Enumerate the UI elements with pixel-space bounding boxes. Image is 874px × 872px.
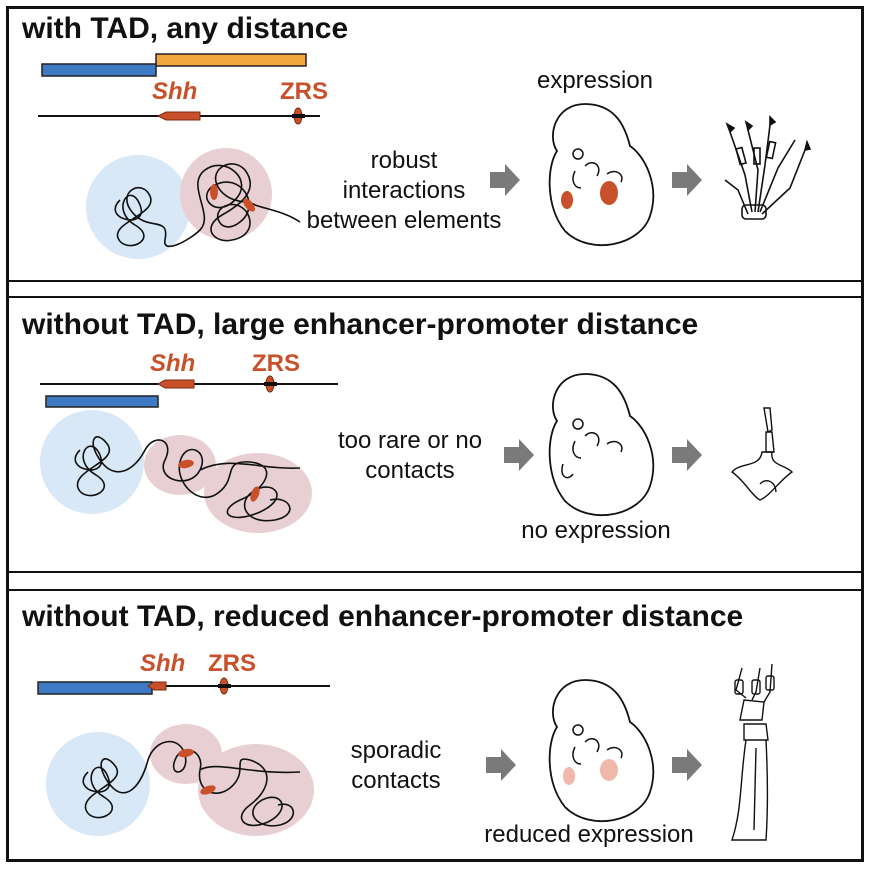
panel-3-title: without TAD, reduced enhancer-promoter d… — [22, 600, 744, 633]
panel-divider — [9, 589, 861, 591]
flow-arrow — [490, 164, 520, 196]
embryo-icon — [548, 373, 655, 517]
chromatin-fiber — [114, 163, 301, 247]
shh-contact-mark — [210, 184, 218, 200]
limb-skeleton-icon — [731, 663, 775, 841]
flow-arrow — [504, 439, 534, 471]
flow-arrow — [672, 164, 702, 196]
limb-skeleton-icon — [730, 407, 794, 501]
tad-bar-blue — [37, 681, 153, 695]
panel-divider — [9, 571, 861, 573]
shh-gene-label: Shh — [152, 78, 198, 105]
tad-bar-blue — [45, 395, 159, 408]
zrs-contact-mark — [250, 486, 260, 502]
flow-arrow — [486, 749, 516, 781]
limb-expression-mark — [600, 759, 618, 781]
expression-label: expression — [536, 67, 654, 94]
panel-divider — [9, 296, 861, 298]
panel-2-art — [40, 373, 794, 533]
shh-contact-mark — [178, 459, 194, 469]
tad-bar-blue — [41, 63, 157, 77]
interaction-label: robust interactions between elements — [306, 147, 502, 234]
chromatin-fiber — [74, 436, 301, 522]
zrs-label: ZRS — [208, 650, 256, 677]
shh-contact-mark — [178, 748, 194, 758]
shh-gene-label: Shh — [150, 350, 196, 377]
shh-gene-arrow — [156, 379, 195, 389]
shh-gene-arrow — [156, 111, 201, 121]
embryo-icon — [548, 103, 655, 247]
panel-2-title: without TAD, large enhancer-promoter dis… — [22, 308, 699, 341]
interaction-label: too rare or no contacts — [337, 427, 483, 484]
panel-1-art — [38, 53, 812, 259]
chromatin-fiber — [82, 740, 301, 827]
domain-blob-blue — [86, 155, 190, 259]
expression-label: no expression — [521, 517, 671, 544]
panel-3-art — [37, 663, 775, 841]
shh-gene-arrow — [147, 681, 167, 691]
shh-gene-label: Shh — [140, 650, 186, 677]
zrs-contact-mark — [200, 785, 216, 795]
tad-bar-orange — [155, 53, 307, 67]
limb-expression-mark — [561, 191, 573, 209]
zrs-contact-mark — [243, 198, 255, 212]
domain-blob-blue — [46, 732, 150, 836]
embryo-icon — [548, 679, 655, 823]
limb-skeleton-icon — [724, 115, 812, 220]
flow-arrow — [672, 749, 702, 781]
zrs-label: ZRS — [252, 350, 300, 377]
zrs-label: ZRS — [280, 78, 328, 105]
flow-arrow — [672, 439, 702, 471]
domain-blob-blue — [40, 410, 144, 514]
domain-blob-pink — [198, 744, 314, 836]
interaction-label: sporadic contacts — [350, 737, 442, 794]
panel-divider — [9, 280, 861, 282]
panel-1-title: with TAD, any distance — [22, 12, 349, 45]
limb-expression-mark — [600, 181, 618, 205]
expression-label: reduced expression — [484, 821, 694, 848]
limb-expression-mark — [563, 767, 575, 785]
figure-frame — [6, 6, 864, 862]
